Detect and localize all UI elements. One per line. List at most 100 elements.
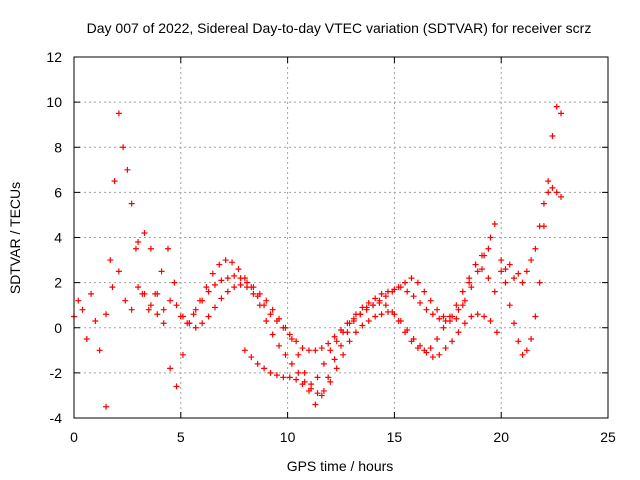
- data-point: [461, 297, 468, 304]
- data-point: [244, 284, 251, 291]
- data-point: [506, 261, 513, 268]
- x-tick-label: 10: [280, 429, 296, 445]
- data-point: [449, 338, 456, 345]
- y-tick-label: -4: [50, 410, 63, 426]
- data-point: [179, 351, 186, 358]
- data-point: [263, 317, 270, 324]
- data-point: [331, 333, 338, 340]
- y-axis-label: SDTVAR / TECUs: [7, 182, 23, 294]
- data-point: [124, 166, 131, 173]
- data-point: [231, 272, 238, 279]
- data-point: [301, 369, 308, 376]
- data-point: [455, 329, 462, 336]
- data-point: [147, 302, 154, 309]
- data-point: [459, 302, 466, 309]
- data-point: [132, 245, 139, 252]
- data-point: [468, 284, 475, 291]
- data-point: [288, 336, 295, 343]
- y-tick-label: -2: [50, 365, 63, 381]
- data-point: [103, 311, 110, 318]
- data-point: [338, 342, 344, 349]
- data-point: [224, 275, 231, 282]
- data-point: [382, 302, 389, 309]
- data-point: [83, 336, 90, 343]
- data-point: [331, 356, 338, 363]
- data-point: [558, 110, 565, 117]
- data-point: [389, 288, 396, 295]
- data-point: [286, 331, 293, 338]
- data-point: [427, 345, 434, 352]
- data-point: [493, 329, 500, 336]
- data-point: [273, 372, 280, 379]
- data-point: [423, 306, 430, 313]
- data-point: [229, 259, 236, 266]
- data-point: [333, 365, 340, 372]
- data-point: [478, 266, 485, 273]
- data-point: [216, 261, 223, 268]
- data-point: [254, 293, 261, 300]
- data-point: [436, 351, 443, 358]
- data-point: [429, 354, 436, 361]
- data-point: [549, 184, 556, 191]
- data-point: [241, 275, 248, 282]
- data-point: [338, 327, 344, 334]
- x-tick-label: 20: [493, 429, 509, 445]
- data-point: [147, 245, 154, 252]
- data-point: [273, 317, 280, 324]
- data-point: [498, 257, 505, 264]
- series-track-b: [103, 110, 498, 410]
- data-point: [96, 347, 103, 354]
- data-point: [523, 268, 530, 275]
- data-point: [248, 354, 255, 361]
- data-point: [222, 257, 229, 264]
- data-point: [190, 311, 197, 318]
- series-track-e: [498, 103, 565, 358]
- data-point: [408, 275, 415, 282]
- data-point: [376, 299, 383, 306]
- data-point: [519, 279, 526, 286]
- data-point: [404, 288, 411, 295]
- data-point: [305, 387, 312, 394]
- data-point: [154, 311, 161, 318]
- data-point: [295, 369, 302, 376]
- data-point: [261, 365, 268, 372]
- data-point: [209, 270, 216, 277]
- data-point: [523, 347, 530, 354]
- series-track-f: [498, 184, 565, 286]
- data-point: [468, 313, 475, 320]
- data-point: [414, 345, 421, 352]
- data-point: [197, 297, 204, 304]
- data-point: [128, 306, 135, 313]
- data-point: [502, 279, 509, 286]
- data-point: [417, 299, 424, 306]
- data-point: [515, 338, 522, 345]
- data-point: [498, 268, 505, 275]
- x-tick-label: 5: [177, 429, 185, 445]
- data-point: [370, 302, 377, 309]
- data-point: [485, 275, 492, 282]
- data-point: [192, 324, 199, 331]
- data-point: [211, 304, 218, 311]
- series-track-d: [241, 245, 492, 408]
- data-point: [107, 257, 114, 264]
- data-point: [440, 324, 447, 331]
- y-tick-label: 12: [46, 49, 62, 65]
- data-point: [295, 351, 302, 358]
- data-point: [372, 295, 379, 302]
- data-point: [545, 178, 552, 185]
- data-point: [474, 268, 481, 275]
- data-point: [410, 293, 417, 300]
- data-point: [325, 374, 332, 381]
- data-point: [402, 329, 409, 336]
- data-point: [346, 338, 353, 345]
- data-point: [92, 317, 99, 324]
- data-point: [269, 331, 276, 338]
- data-point: [532, 245, 539, 252]
- data-point: [160, 306, 167, 313]
- data-point: [378, 311, 385, 318]
- data-point: [472, 261, 479, 268]
- data-point: [455, 306, 462, 313]
- data-point: [528, 257, 535, 264]
- data-point: [120, 144, 127, 151]
